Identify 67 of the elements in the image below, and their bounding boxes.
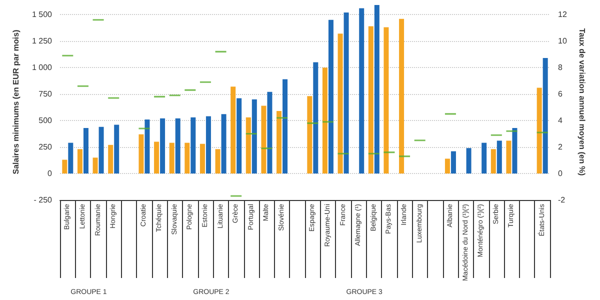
bar: [282, 79, 288, 174]
bar: [338, 34, 343, 174]
y2-tick-label: 12: [558, 10, 568, 20]
bar: [184, 142, 190, 174]
y2-tick-label: 8: [558, 63, 563, 72]
bar: [450, 151, 456, 174]
bar: [144, 119, 150, 174]
bar: [98, 126, 104, 174]
y-tick-label: 250: [38, 142, 53, 152]
bar: [154, 142, 160, 174]
bar: [77, 149, 82, 174]
y-tick-label: 1 500: [32, 10, 53, 20]
y-tick-label: 750: [38, 90, 53, 99]
y2-tick-label: 6: [558, 90, 563, 99]
bar: [108, 144, 114, 174]
bar: [261, 106, 266, 174]
bar: [384, 27, 389, 174]
y-tick-label: 1 000: [32, 63, 53, 72]
bar: [328, 20, 334, 174]
y2-tick-label: 10: [558, 36, 568, 46]
bar: [68, 142, 74, 174]
bar: [267, 92, 272, 174]
bar: [160, 118, 166, 174]
bar: [506, 140, 512, 174]
bar: [169, 142, 174, 174]
bar: [221, 114, 226, 174]
y-tick-label: 500: [38, 116, 53, 126]
bar: [313, 62, 318, 174]
bar: [322, 68, 328, 174]
bar: [215, 149, 220, 174]
bar: [466, 148, 472, 174]
y2-tick-label: 0: [558, 169, 563, 178]
bar: [444, 158, 450, 174]
bar: [512, 128, 518, 174]
bar: [307, 96, 312, 174]
bar: [190, 117, 196, 174]
bar: [252, 99, 257, 174]
bar: [374, 5, 380, 174]
y-tick-label: 0: [48, 169, 53, 178]
bar: [496, 140, 502, 174]
bar: [114, 124, 120, 174]
bar: [206, 116, 211, 174]
bar: [175, 118, 180, 174]
y-axis-title: Salaires minimums (en EUR par mois): [12, 29, 20, 174]
y2-tick-label: 2: [558, 142, 563, 152]
bar: [399, 18, 404, 174]
bar: [138, 134, 144, 174]
y-tick-label: 1 250: [32, 36, 53, 46]
bar: [83, 128, 88, 174]
bar: [542, 58, 548, 174]
bar: [246, 117, 251, 174]
bar: [490, 149, 496, 174]
bar: [536, 88, 542, 174]
y2-tick-label: -2: [558, 196, 566, 204]
bar: [368, 26, 374, 174]
y2-axis-title: Taux de variation annuel moyen (en %): [577, 28, 586, 176]
bar: [200, 144, 205, 174]
bar: [92, 158, 98, 174]
bar: [344, 12, 349, 174]
y-tick-label: - 250: [34, 196, 53, 204]
bar: [276, 111, 282, 174]
bar: [359, 8, 364, 174]
bar: [230, 86, 236, 174]
bar: [62, 160, 68, 174]
bar: [236, 98, 242, 174]
bar: [482, 142, 487, 174]
y2-tick-label: 4: [558, 116, 563, 126]
